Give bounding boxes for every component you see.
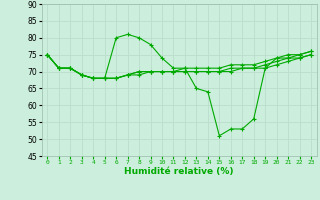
X-axis label: Humidité relative (%): Humidité relative (%) xyxy=(124,167,234,176)
